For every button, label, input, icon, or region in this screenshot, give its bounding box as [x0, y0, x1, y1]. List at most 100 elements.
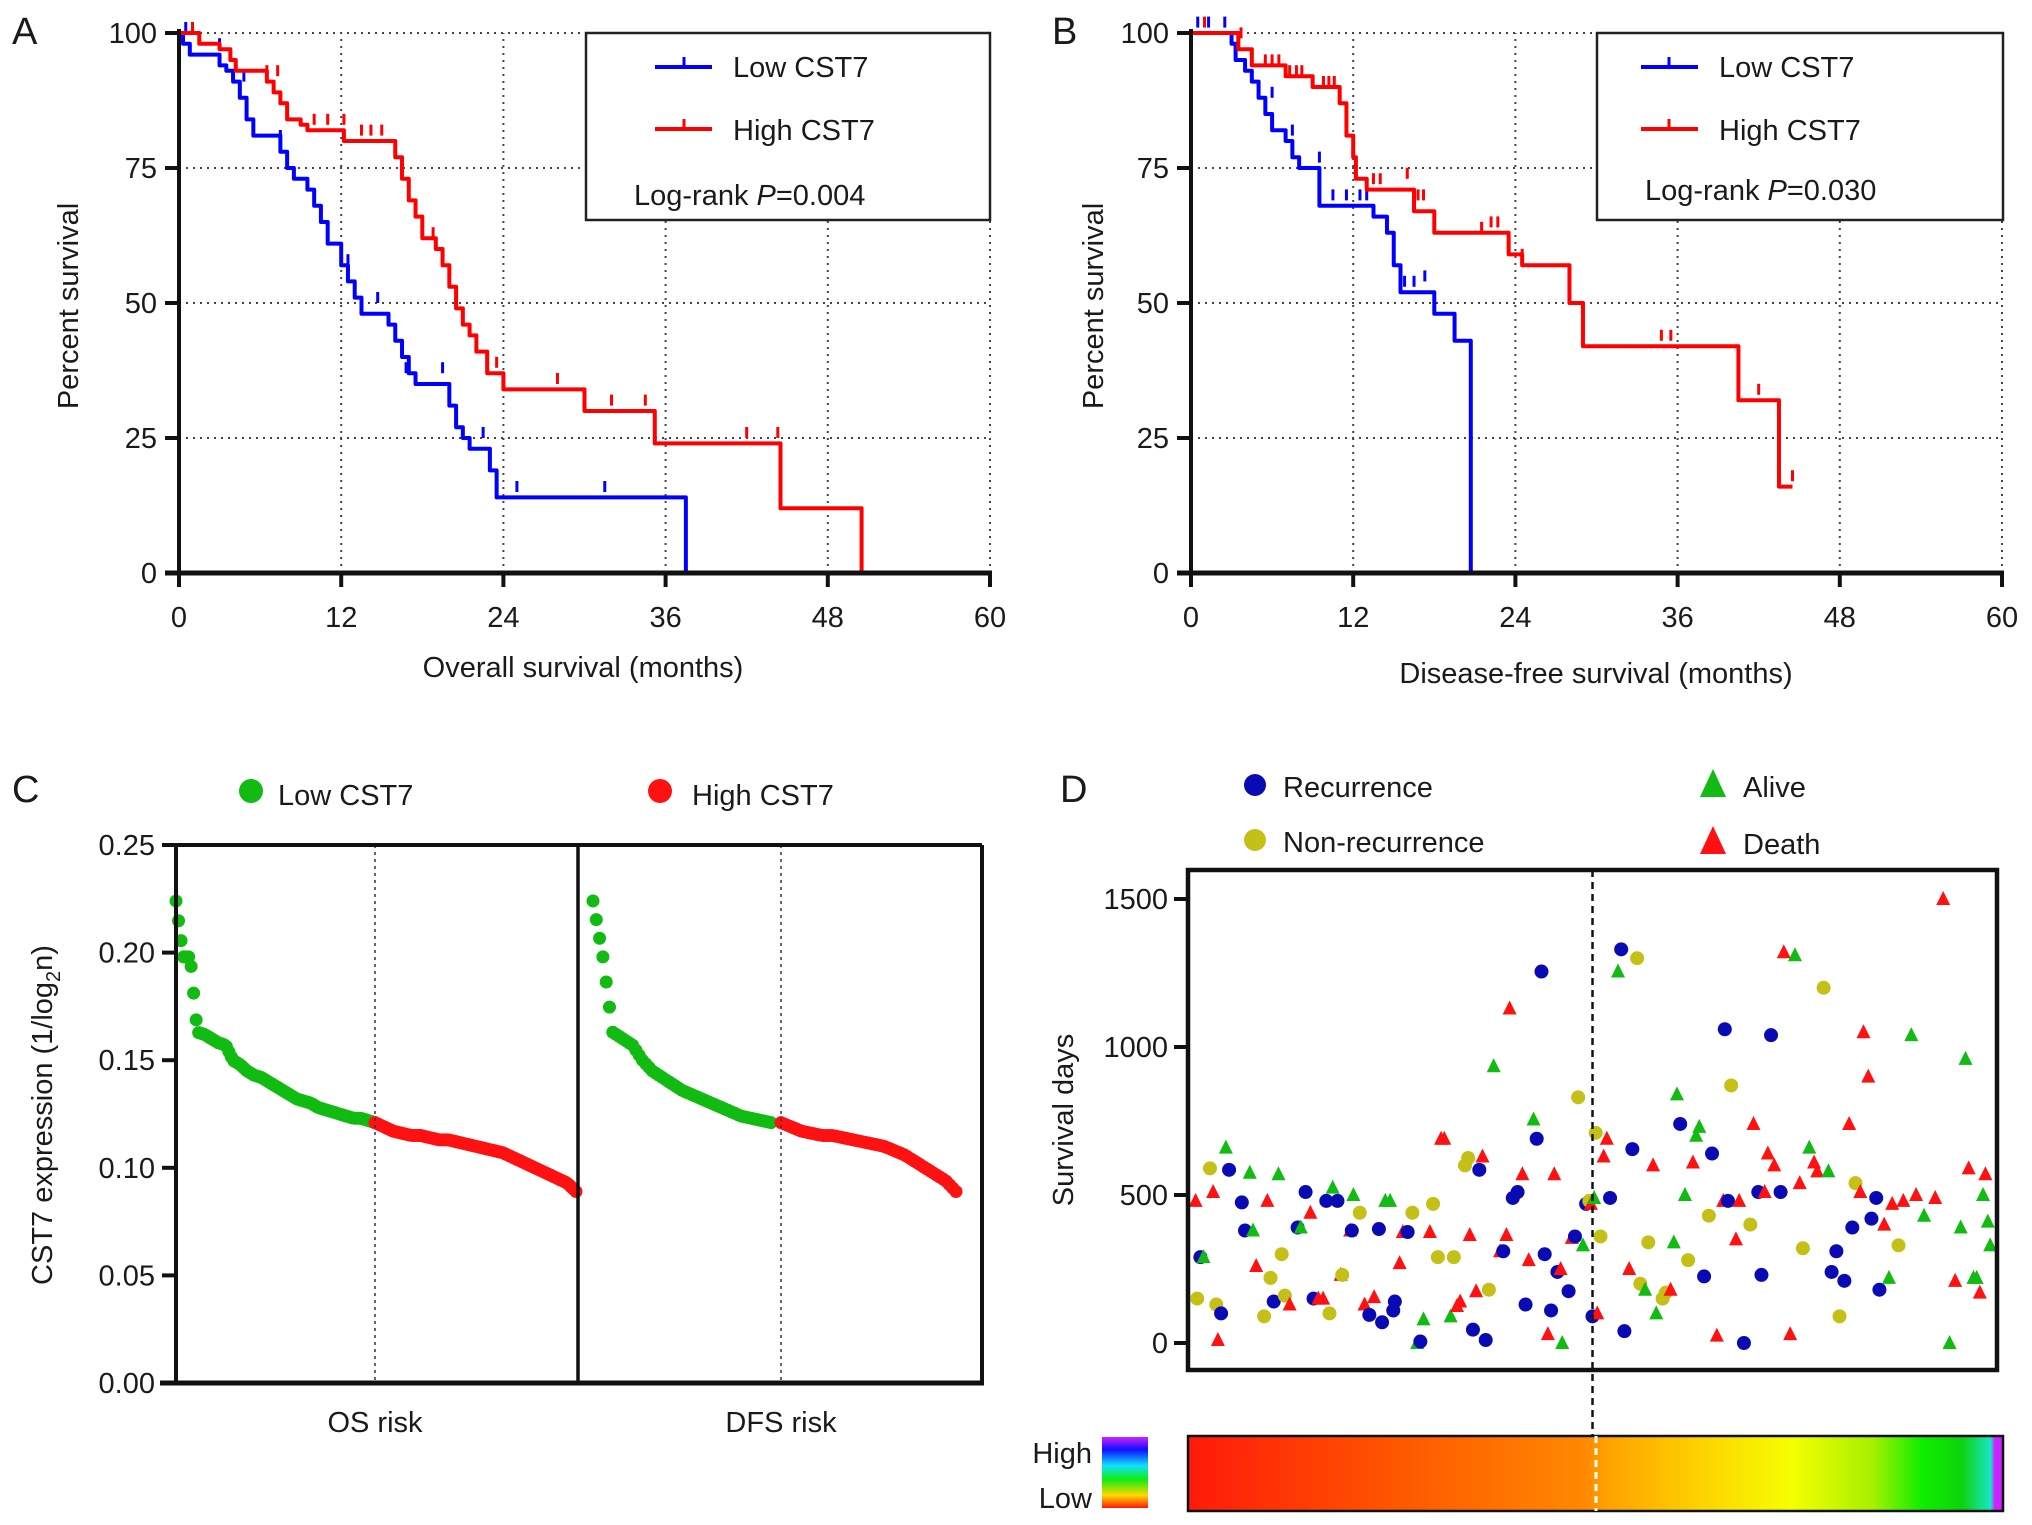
panel-d-point-alive — [1958, 1050, 1973, 1065]
panel-d-point-death — [1499, 1226, 1514, 1241]
panel-c-point-low — [764, 1116, 778, 1130]
panel-d-point-recurrence — [1344, 1223, 1359, 1238]
panel-d-point-nonrecurrence — [1481, 1282, 1496, 1297]
panel-d-colorbar-low-label: Low — [1039, 1483, 1093, 1515]
panel-c-legend-high-marker — [648, 779, 672, 803]
panel-d-point-nonrecurrence — [1257, 1309, 1272, 1324]
panel-d-point-nonrecurrence — [1446, 1250, 1461, 1265]
panel-b-legend-high-label: High CST7 — [1719, 115, 1861, 147]
panel-d-point-alive — [1242, 1164, 1257, 1179]
panel-c-legend: Low CST7 High CST7 — [239, 779, 834, 812]
panel-d-point-death — [1746, 1115, 1761, 1130]
panel-d-point-nonrecurrence — [1571, 1090, 1586, 1105]
panel-d-point-death — [1732, 1192, 1747, 1207]
panel-d-point-alive — [1953, 1219, 1968, 1234]
panel-d-point-nonrecurrence — [1335, 1267, 1350, 1282]
panel-a-legend-high-label: High CST7 — [733, 115, 875, 147]
panel-d-point-recurrence — [1510, 1185, 1525, 1200]
panel-d-point-nonrecurrence — [1430, 1250, 1445, 1265]
panel-b-x-tick-label: 24 — [1499, 602, 1531, 634]
panel-d-point-recurrence — [1673, 1116, 1688, 1131]
panel-c-legend-high-label: High CST7 — [692, 780, 834, 812]
panel-d-point-death — [1685, 1154, 1700, 1169]
panel-c-y-tick-label: 0.00 — [99, 1368, 155, 1400]
panel-d-point-alive — [1942, 1335, 1957, 1349]
panel-b-x-tick-label: 36 — [1661, 602, 1693, 634]
panel-d-point-recurrence — [1534, 964, 1549, 979]
panel-a-x-tick-label: 36 — [649, 602, 681, 634]
panel-d-point-death — [1885, 1195, 1900, 1210]
panel-d-point-alive — [1649, 1305, 1664, 1320]
panel-d-point-death — [1909, 1187, 1924, 1201]
panel-d-point-nonrecurrence — [1816, 980, 1831, 995]
panel-d-point-death — [1303, 1204, 1318, 1219]
panel-a-logrank-annotation: Log-rank P=0.004 — [634, 180, 865, 212]
panel-d-point-recurrence — [1869, 1190, 1884, 1205]
panel-d-point-recurrence — [1362, 1307, 1377, 1322]
panel-d-points — [1188, 891, 1998, 1350]
panel-a-legend-low-label: Low CST7 — [733, 52, 868, 84]
panel-c-point-low — [184, 959, 198, 973]
panel-c-point-low — [589, 913, 603, 927]
panel-d-point-recurrence — [1567, 1229, 1582, 1244]
panel-c-point-low — [189, 1013, 203, 1027]
panel-d-y-tick-label: 500 — [1120, 1180, 1168, 1212]
panel-d-point-nonrecurrence — [1681, 1253, 1696, 1268]
panel-b-legend-box — [1595, 31, 2005, 222]
panel-b-x-tick-label: 0 — [1183, 602, 1199, 634]
panel-d-point-death — [1896, 1192, 1911, 1207]
panel-b-logrank-annotation: Log-rank P=0.030 — [1645, 175, 1876, 207]
panel-d-point-nonrecurrence — [1593, 1229, 1608, 1244]
panel-label-b: B — [1052, 11, 1077, 53]
panel-d-point-death — [1547, 1166, 1562, 1181]
panel-c-y-tick-label: 0.10 — [99, 1153, 155, 1185]
panel-d-point-alive — [1677, 1187, 1692, 1201]
panel-d-point-recurrence — [1234, 1195, 1249, 1210]
panel-c-point-low — [599, 975, 613, 989]
panel-d-point-death — [1453, 1293, 1468, 1308]
panel-c-y-tick-label: 0.25 — [99, 830, 155, 862]
panel-a-overall-survival: 0 12 24 36 48 60 0 25 50 75 100 Overall survival (… — [53, 18, 1006, 684]
panel-d-point-alive — [1917, 1207, 1932, 1222]
panel-d-point-recurrence — [1214, 1306, 1229, 1321]
panel-a-curves — [179, 22, 864, 573]
panel-d-point-death — [1540, 1326, 1555, 1341]
panel-d-point-nonrecurrence — [1588, 1125, 1603, 1140]
panel-d-point-death — [1422, 1224, 1437, 1238]
panel-d-point-nonrecurrence — [1630, 951, 1645, 966]
panel-d-point-nonrecurrence — [1724, 1078, 1739, 1093]
panel-d-point-death — [1663, 1281, 1678, 1296]
panel-d-point-recurrence — [1518, 1297, 1533, 1312]
panel-d-point-death — [1861, 1068, 1876, 1083]
panel-d-point-death — [1210, 1332, 1225, 1347]
panel-d-point-recurrence — [1561, 1284, 1576, 1299]
panel-d-point-death — [1367, 1289, 1382, 1304]
panel-d-point-nonrecurrence — [1263, 1270, 1278, 1285]
panel-d-colorbar: High Low — [1032, 1434, 2005, 1515]
panel-d-point-recurrence — [1375, 1315, 1390, 1330]
panel-d-point-recurrence — [1773, 1185, 1788, 1200]
panel-d-point-recurrence — [1720, 1193, 1735, 1208]
panel-d-point-alive — [1486, 1058, 1501, 1073]
panel-c-y-tick-label: 0.05 — [99, 1260, 155, 1292]
panel-a-x-tick-label: 60 — [974, 602, 1006, 634]
panel-d-point-nonrecurrence — [1461, 1151, 1476, 1165]
panel-c-expression-ranking: Low CST7 High CST7 0.000.050.100.150.200… — [27, 779, 984, 1439]
panel-a-x-tick-label: 48 — [812, 602, 844, 634]
panel-d-point-death — [1590, 1305, 1605, 1320]
panel-d-point-recurrence — [1864, 1211, 1879, 1226]
panel-b-x-tick-label: 60 — [1986, 602, 2018, 634]
panel-d-point-alive — [1980, 1213, 1995, 1228]
panel-d-point-recurrence — [1537, 1247, 1552, 1262]
panel-d-point-alive — [1666, 1234, 1681, 1249]
panel-d-point-death — [1357, 1296, 1372, 1311]
panel-d-point-death — [1249, 1258, 1264, 1273]
panel-d-point-recurrence — [1603, 1190, 1618, 1205]
panel-d-point-death — [1810, 1163, 1825, 1178]
panel-d-axes: 0 500 1000 1500 — [1103, 867, 2000, 1436]
panel-d-y-tick-label: 1500 — [1103, 884, 1168, 916]
panel-d-point-death — [1646, 1157, 1661, 1172]
panel-c-point-low — [593, 931, 607, 945]
panel-d-point-death — [1807, 1154, 1822, 1169]
panel-d-point-death — [1437, 1130, 1452, 1145]
